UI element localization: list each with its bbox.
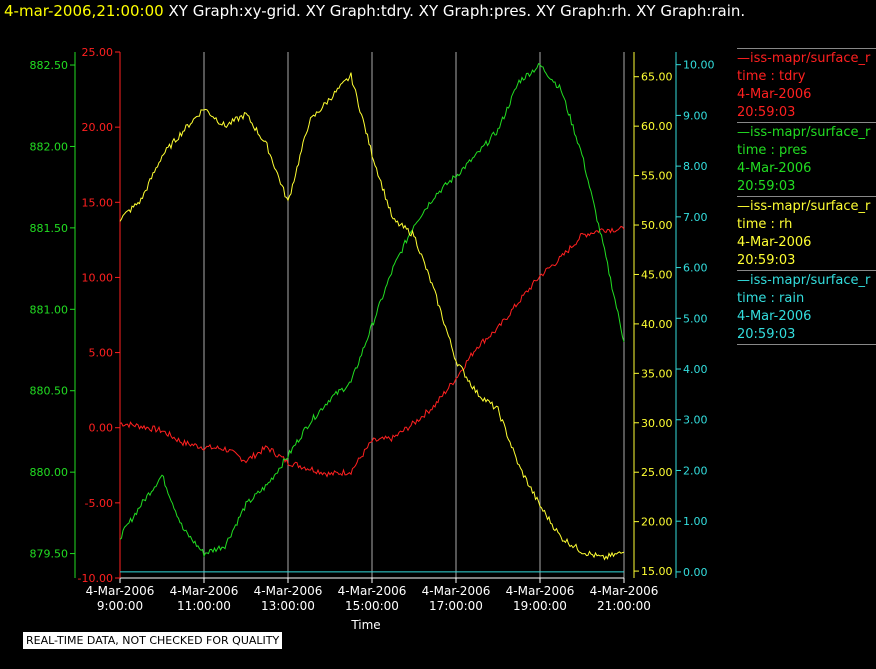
title-graph-list: XY Graph:xy-grid. XY Graph:tdry. XY Grap… — [168, 2, 746, 20]
title-timestamp: 4-mar-2006,21:00:00 — [4, 2, 164, 20]
legend-time: 20:59:03 — [737, 105, 796, 120]
legend-date: 4-Mar-2006 — [737, 87, 812, 102]
x-tick-label-time: 21:00:00 — [597, 599, 651, 613]
tdry-tick-label: 0.00 — [89, 422, 114, 435]
rh-tick-label: 35.00 — [641, 367, 673, 380]
x-tick-label-time: 15:00:00 — [345, 599, 399, 613]
pres-tick-label: 880.00 — [30, 466, 69, 479]
tdry-tick-label: -5.00 — [85, 497, 113, 510]
rh-tick-label: 30.00 — [641, 417, 673, 430]
graph-title-bar: 4-mar-2006,21:00:00 XY Graph:xy-grid. XY… — [4, 2, 745, 20]
legend-name: —iss-mapr/surface_r — [737, 51, 871, 66]
pres-tick-label: 880.50 — [30, 385, 69, 398]
legend-date: 4-Mar-2006 — [737, 235, 812, 250]
tdry-tick-label: 10.00 — [82, 271, 114, 284]
rh-tick-label: 50.00 — [641, 219, 673, 232]
legend-panel: —iss-mapr/surface_r time : tdry 4-Mar-2006… — [737, 48, 876, 346]
x-tick-label-date: 4-Mar-2006 — [254, 584, 323, 598]
rh-tick-label: 45.00 — [641, 268, 673, 281]
rain-tick-label: 7.00 — [683, 211, 708, 224]
rain-tick-label: 2.00 — [683, 464, 708, 477]
rain-tick-label: 9.00 — [683, 109, 708, 122]
legend-name: —iss-mapr/surface_r — [737, 273, 871, 288]
rain-tick-label: 3.00 — [683, 414, 708, 427]
tdry-tick-label: 20.00 — [82, 121, 114, 134]
rain-tick-label: 6.00 — [683, 262, 708, 275]
x-tick-label-date: 4-Mar-2006 — [86, 584, 155, 598]
legend-field: time : tdry — [737, 69, 806, 84]
x-tick-label-date: 4-Mar-2006 — [422, 584, 491, 598]
rain-tick-label: 8.00 — [683, 160, 708, 173]
tdry-tick-label: 5.00 — [89, 347, 114, 360]
legend-date: 4-Mar-2006 — [737, 309, 812, 324]
rh-tick-label: 60.00 — [641, 120, 673, 133]
pres-series-line — [119, 62, 625, 558]
legend-divider — [737, 344, 876, 346]
rain-tick-label: 10.00 — [683, 59, 715, 72]
pres-tick-label: 882.00 — [30, 140, 69, 153]
legend-field: time : rh — [737, 217, 793, 232]
tdry-tick-label: 25.00 — [82, 46, 114, 59]
x-axis-label: Time — [350, 618, 380, 632]
rh-tick-label: 40.00 — [641, 318, 673, 331]
legend-field: time : pres — [737, 143, 808, 158]
rh-series-line — [119, 72, 625, 561]
x-tick-label-date: 4-Mar-2006 — [170, 584, 239, 598]
tdry-tick-label: 15.00 — [82, 196, 114, 209]
pres-tick-label: 879.50 — [30, 548, 69, 561]
x-tick-label-date: 4-Mar-2006 — [338, 584, 407, 598]
legend-time: 20:59:03 — [737, 327, 796, 342]
rain-tick-label: 5.00 — [683, 312, 708, 325]
rh-tick-label: 20.00 — [641, 516, 673, 529]
rh-tick-label: 25.00 — [641, 466, 673, 479]
x-tick-label-time: 9:00:00 — [97, 599, 143, 613]
legend-field: time : rain — [737, 291, 805, 306]
legend-date: 4-Mar-2006 — [737, 161, 812, 176]
rh-tick-label: 55.00 — [641, 170, 673, 183]
legend-name: —iss-mapr/surface_r — [737, 125, 871, 140]
rh-tick-label: 15.00 — [641, 565, 673, 578]
quality-disclaimer: REAL-TIME DATA, NOT CHECKED FOR QUALITY — [22, 631, 284, 650]
rain-tick-label: 0.00 — [683, 566, 708, 579]
legend-name: —iss-mapr/surface_r — [737, 199, 871, 214]
pres-tick-label: 881.50 — [30, 222, 69, 235]
x-tick-label-time: 17:00:00 — [429, 599, 483, 613]
pres-tick-label: 881.00 — [30, 303, 69, 316]
rain-tick-label: 4.00 — [683, 363, 708, 376]
legend-time: 20:59:03 — [737, 179, 796, 194]
pres-tick-label: 882.50 — [30, 59, 69, 72]
x-tick-label-date: 4-Mar-2006 — [506, 584, 575, 598]
rh-tick-label: 65.00 — [641, 71, 673, 84]
x-tick-label-time: 19:00:00 — [513, 599, 567, 613]
tdry-series-line — [119, 225, 625, 478]
x-tick-label-time: 13:00:00 — [261, 599, 315, 613]
tdry-tick-label: -10.00 — [78, 572, 113, 585]
legend-time: 20:59:03 — [737, 253, 796, 268]
x-tick-label-time: 11:00:00 — [177, 599, 231, 613]
rain-tick-label: 1.00 — [683, 515, 708, 528]
x-tick-label-date: 4-Mar-2006 — [590, 584, 659, 598]
